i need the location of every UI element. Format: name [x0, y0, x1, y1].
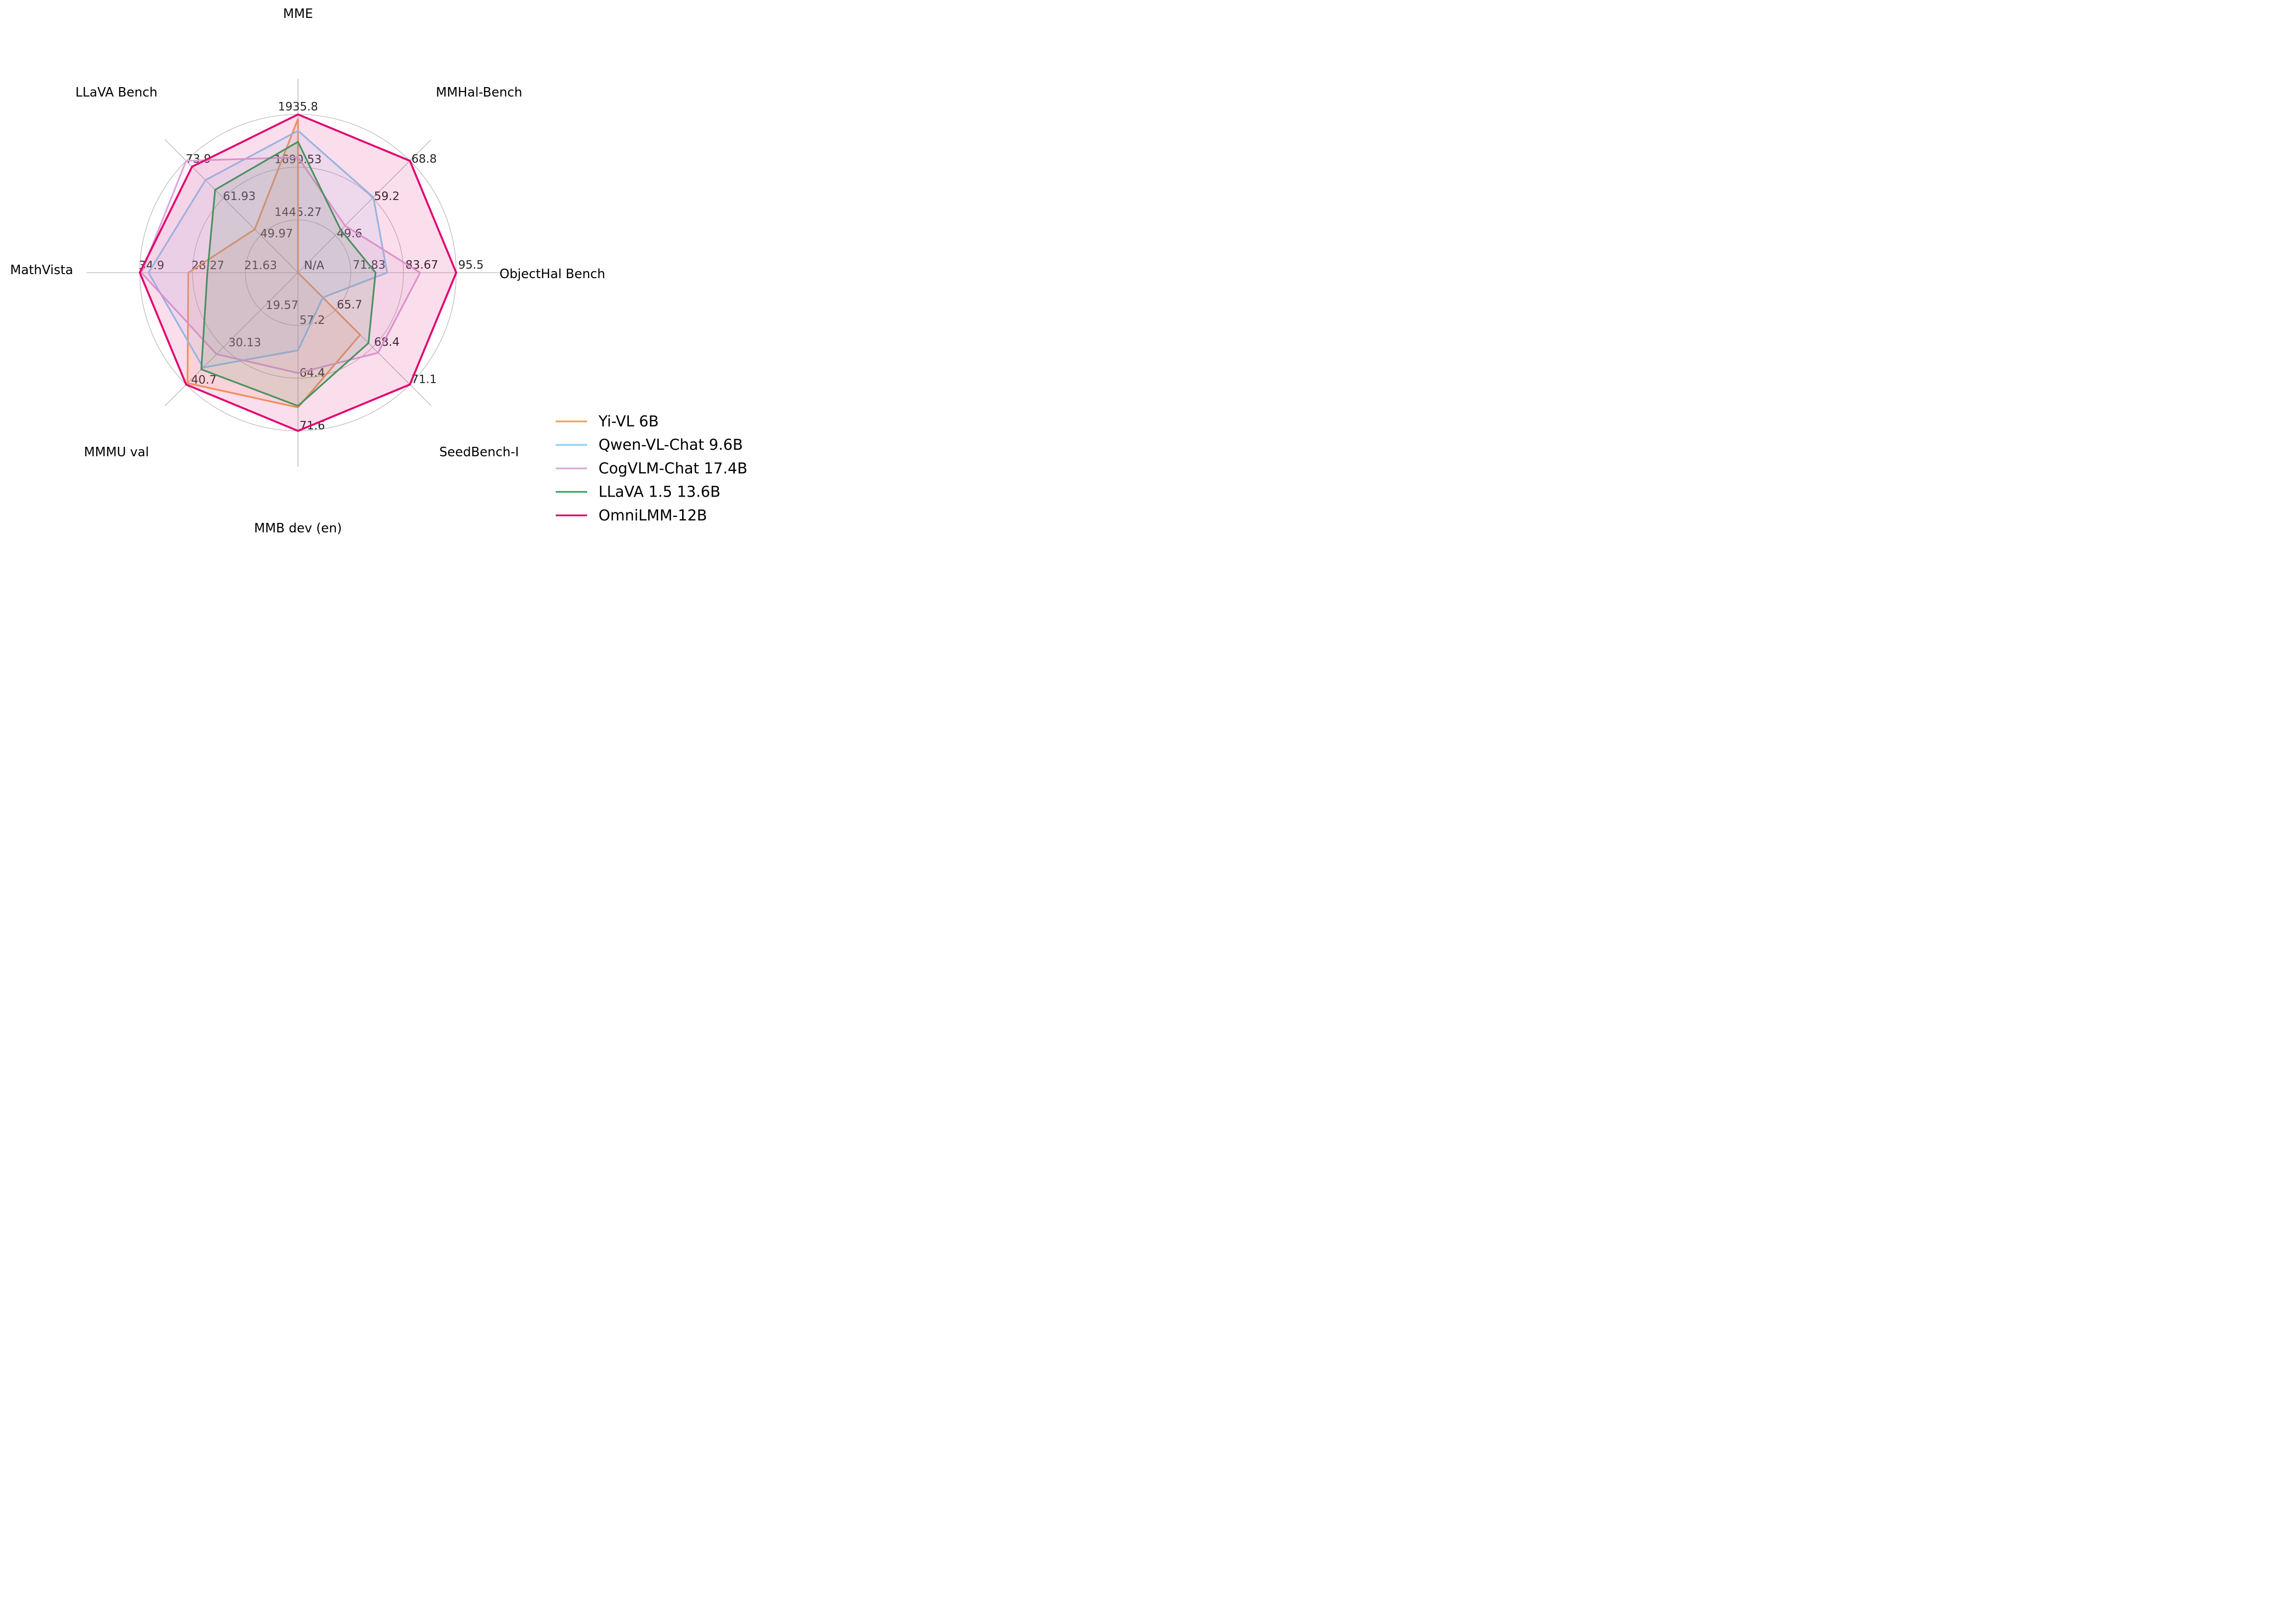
series-outline	[200, 140, 377, 407]
tick-label-mmhal-bench-3: 68.8	[411, 153, 437, 166]
tick-label-mmmu-val-2: 30.13	[228, 336, 261, 349]
axis-title-llava-bench: LLaVA Bench	[76, 85, 158, 100]
series-fill	[187, 118, 360, 407]
series-outline	[138, 113, 458, 432]
tick-label-llava-bench-1: 49.97	[260, 227, 293, 240]
axis-title-mathvista: MathVista	[10, 263, 73, 278]
series-qwen-vl-chat-9-6b	[147, 129, 389, 369]
legend-label: OmniLMM-12B	[598, 507, 707, 524]
tick-label-seedbench-i-1: 65.7	[337, 299, 362, 311]
series-fill	[140, 114, 456, 431]
axis-title-mme: MME	[283, 6, 313, 21]
series-fill	[201, 142, 376, 406]
series-outline	[140, 156, 421, 374]
center-label: N/A	[304, 259, 324, 272]
series-llava-1-5-13-6b	[200, 140, 377, 407]
series-outline	[187, 118, 362, 408]
axis-spoke-1	[298, 139, 431, 273]
axis-title-seedbench-i: SeedBench-I	[439, 445, 519, 460]
legend-item-omnilmm-12b: OmniLMM-12B	[556, 507, 707, 524]
axis-title-objecthal-bench: ObjectHal Bench	[499, 267, 605, 282]
tick-label-mmmu-val-1: 19.57	[266, 299, 299, 312]
legend: Yi-VL 6B Qwen-VL-Chat 9.6B CogVLM-Chat 17.…	[556, 413, 747, 524]
legend-item-cogvlm-chat-17-4b: CogVLM-Chat 17.4B	[556, 460, 747, 477]
legend-label: LLaVA 1.5 13.6B	[598, 484, 720, 501]
tick-label-mathvista-1: 21.63	[244, 259, 277, 272]
series-fill	[141, 157, 420, 373]
tick-label-seedbench-i-3: 71.1	[411, 373, 437, 386]
axis-title-mmmu-val: MMMU val	[84, 445, 149, 460]
series-omnilmm-12b	[138, 113, 458, 432]
axis-title-mmhal-bench: MMHal-Bench	[436, 85, 522, 100]
axis-titles-group: MME MMHal-Bench ObjectHal Bench SeedBench-I…	[10, 6, 605, 536]
legend-label: Yi-VL 6B	[598, 413, 659, 430]
tick-label-mme-3: 1935.8	[278, 101, 318, 113]
series-fill	[148, 130, 388, 368]
series-outline	[147, 129, 389, 369]
legend-label: CogVLM-Chat 17.4B	[598, 460, 747, 477]
tick-label-objecthal-bench-2: 83.67	[405, 259, 438, 272]
axis-title-mmb-dev-en-: MMB dev (en)	[254, 521, 342, 536]
tick-label-mmhal-bench-2: 59.2	[374, 190, 399, 203]
series-yi-vl-6b	[187, 118, 362, 408]
legend-label: Qwen-VL-Chat 9.6B	[598, 436, 743, 454]
radar-chart-figure: 1445.27 1690.53 1935.8 49.6 59.2 68.8 71.83 83.…	[0, 0, 764, 541]
tick-label-objecthal-bench-3: 95.5	[458, 259, 484, 272]
series-cogvlm-chat-17-4b	[140, 156, 421, 374]
legend-item-yi-vl-6b: Yi-VL 6B	[556, 413, 659, 430]
tick-label-llava-bench-2: 61.93	[223, 190, 256, 203]
axis-spoke-7	[165, 139, 299, 273]
legend-item-qwen-vl-chat-9-6b: Qwen-VL-Chat 9.6B	[556, 436, 743, 454]
legend-item-llava-1-5-13-6b: LLaVA 1.5 13.6B	[556, 484, 720, 501]
